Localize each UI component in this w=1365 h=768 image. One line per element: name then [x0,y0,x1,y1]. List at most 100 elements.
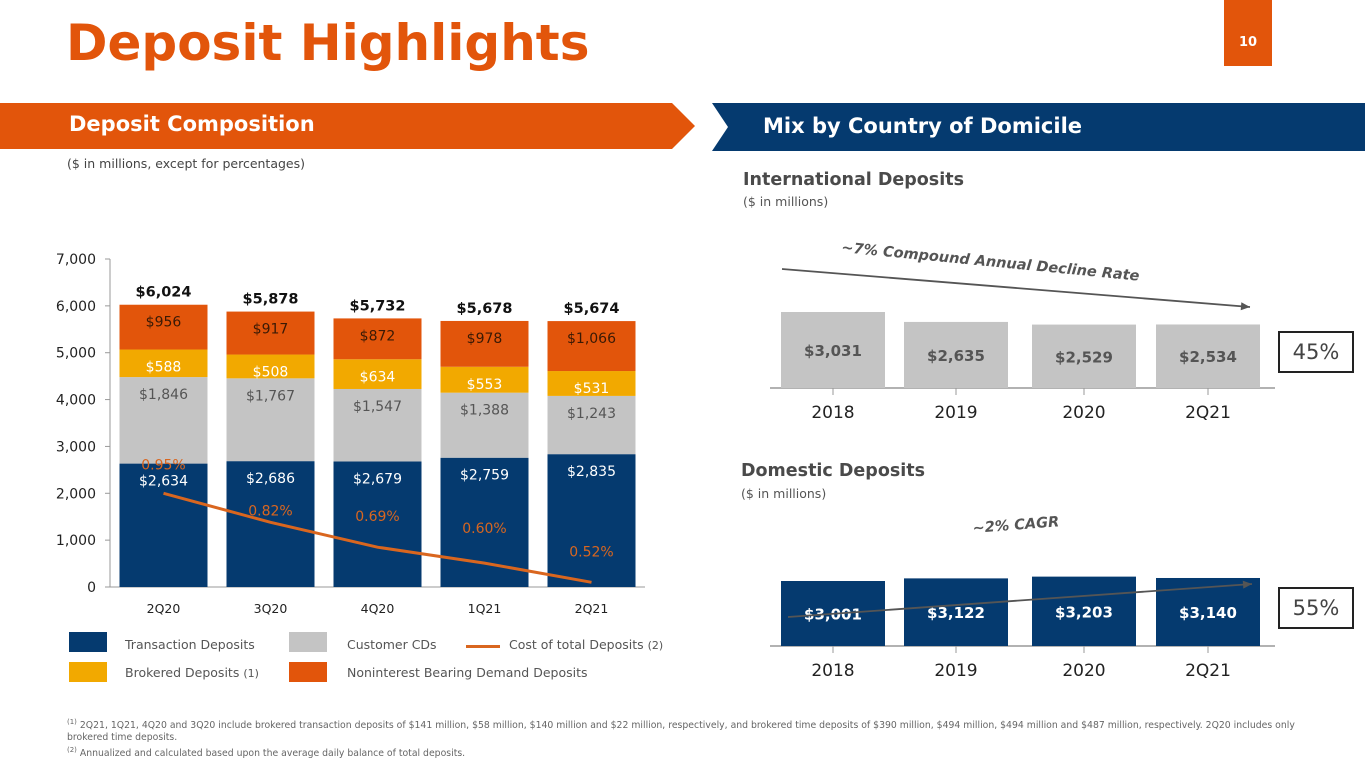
legend-label-brokered: Brokered Deposits (1) [125,665,259,680]
bar-segment-brokered-deposits- [119,349,208,378]
page-number: 10 [1224,0,1272,66]
trend-arrow-line [781,268,1251,308]
bar-segment-customer-cds [119,377,208,464]
domestic-subtitle: ($ in millions) [741,486,827,501]
domestic-share-box: 55% [1278,587,1354,629]
x-tick-label: 2020 [1062,661,1105,681]
legend-swatch-brokered [69,662,107,682]
x-tick-label: 2019 [934,661,977,681]
bar [1156,324,1260,388]
trend-arrow-head [1240,302,1250,311]
y-tick-label: 3,000 [56,439,96,455]
bar-total-label: $5,878 [243,292,299,308]
x-tick-label: 2019 [934,403,977,423]
cost-line [163,491,592,584]
y-tick-label: 2,000 [56,486,96,502]
trend-annotation: ~2% CAGR [972,514,1060,537]
bar-segment-noninterest-bearing-demand-deposits [333,318,422,360]
bar-value-label: $2,534 [1179,348,1237,366]
bar-segment-transaction-deposits [119,463,208,587]
x-tick-label: 2Q20 [147,601,181,616]
deposit-composition-banner: Deposit Composition [0,103,695,149]
cost-label: 0.82% [248,503,292,519]
bar-segment-transaction-deposits [547,454,636,587]
bar-value-label: $1,547 [353,399,402,415]
bar-segment-noninterest-bearing-demand-deposits [226,311,315,355]
bar [904,321,1008,388]
bar-value-label: $1,066 [567,331,616,347]
bar [904,578,1008,646]
bar-total-label: $5,678 [457,301,513,317]
bar-value-label: $956 [146,315,182,331]
legend-label-cost: Cost of total Deposits (2) [509,637,664,652]
cost-label: 0.95% [141,457,185,473]
bar-value-label: $3,031 [804,342,862,360]
bar-segment-transaction-deposits [440,457,529,587]
x-tick-label: 1Q21 [468,601,502,616]
international-subtitle: ($ in millions) [743,194,829,209]
legend-swatch-transaction [69,632,107,652]
international-share-box: 45% [1278,331,1354,373]
legend-label-customer-cds: Customer CDs [347,637,437,652]
mix-by-country-heading: Mix by Country of Domicile [763,114,1083,138]
legend-swatch-customer-cds [289,632,327,652]
bar-segment-noninterest-bearing-demand-deposits [440,320,529,367]
bar-value-label: $3,203 [1055,603,1113,621]
bar-value-label: $2,679 [353,471,402,487]
bar [1032,576,1136,646]
deposit-composition-heading: Deposit Composition [69,112,315,136]
cost-label: 0.60% [462,521,506,537]
x-tick-label: 2018 [811,661,854,681]
bar-segment-noninterest-bearing-demand-deposits [119,304,208,350]
international-title: International Deposits [743,170,964,190]
bar-segment-brokered-deposits- [440,366,529,393]
bar-value-label: $634 [360,369,396,385]
bar-value-label: $1,846 [139,387,188,403]
footnote-1: (1) 2Q21, 1Q21, 4Q20 and 3Q20 include br… [67,718,1295,744]
bar-value-label: $3,140 [1179,604,1237,622]
bar-segment-brokered-deposits- [547,371,636,396]
x-tick-label: 2Q21 [575,601,609,616]
trend-arrow-line [787,583,1253,618]
bar-segment-brokered-deposits- [226,354,315,379]
bar-value-label: $2,759 [460,468,509,484]
bar-segment-noninterest-bearing-demand-deposits [547,321,636,372]
y-tick-label: 5,000 [56,346,96,362]
bar-value-label: $1,243 [567,406,616,422]
x-tick-label: 4Q20 [361,601,395,616]
bar-segment-customer-cds [226,378,315,462]
y-tick-label: 4,000 [56,393,96,409]
bar [1032,324,1136,388]
x-tick-label: 2Q21 [1185,403,1231,423]
bar-value-label: $588 [146,360,182,376]
x-tick-label: 3Q20 [254,601,288,616]
bar-total-label: $5,674 [564,301,620,317]
trend-arrow-head [1242,580,1252,589]
footnote-2: (2) Annualized and calculated based upon… [67,746,466,760]
bar-total-label: $6,024 [136,285,192,301]
bar-value-label: $2,835 [567,464,616,480]
domestic-title: Domestic Deposits [741,461,926,481]
x-tick-label: 2020 [1062,403,1105,423]
bar-value-label: $2,529 [1055,348,1113,366]
deposit-composition-chart: 0 1,000 2,000 3,000 4,000 5,000 6,000 7,000 $2,6… [56,252,645,616]
y-tick-label: 1,000 [56,533,96,549]
bar-value-label: $917 [253,322,289,338]
domestic-deposits-chart: $3,0012018$3,1222019$3,2032020$3,1402Q21… [770,514,1275,681]
mix-by-country-banner: Mix by Country of Domicile [712,103,1365,151]
bar-segment-brokered-deposits- [333,359,422,389]
legend-swatch-cost-line [466,645,500,648]
bar-segment-customer-cds [440,392,529,458]
bar-segment-transaction-deposits [333,461,422,587]
bar-segment-transaction-deposits [226,461,315,587]
bar-value-label: $2,635 [927,347,985,365]
page-title: Deposit Highlights [66,14,590,72]
legend-swatch-noninterest [289,662,327,682]
bar [781,312,885,388]
bar-value-label: $978 [467,331,503,347]
y-tick-label: 7,000 [56,252,96,268]
legend-label-transaction: Transaction Deposits [125,637,255,652]
bar-value-label: $2,634 [139,474,188,490]
bar-value-label: $3,122 [927,604,985,622]
bar-value-label: $553 [467,377,503,393]
